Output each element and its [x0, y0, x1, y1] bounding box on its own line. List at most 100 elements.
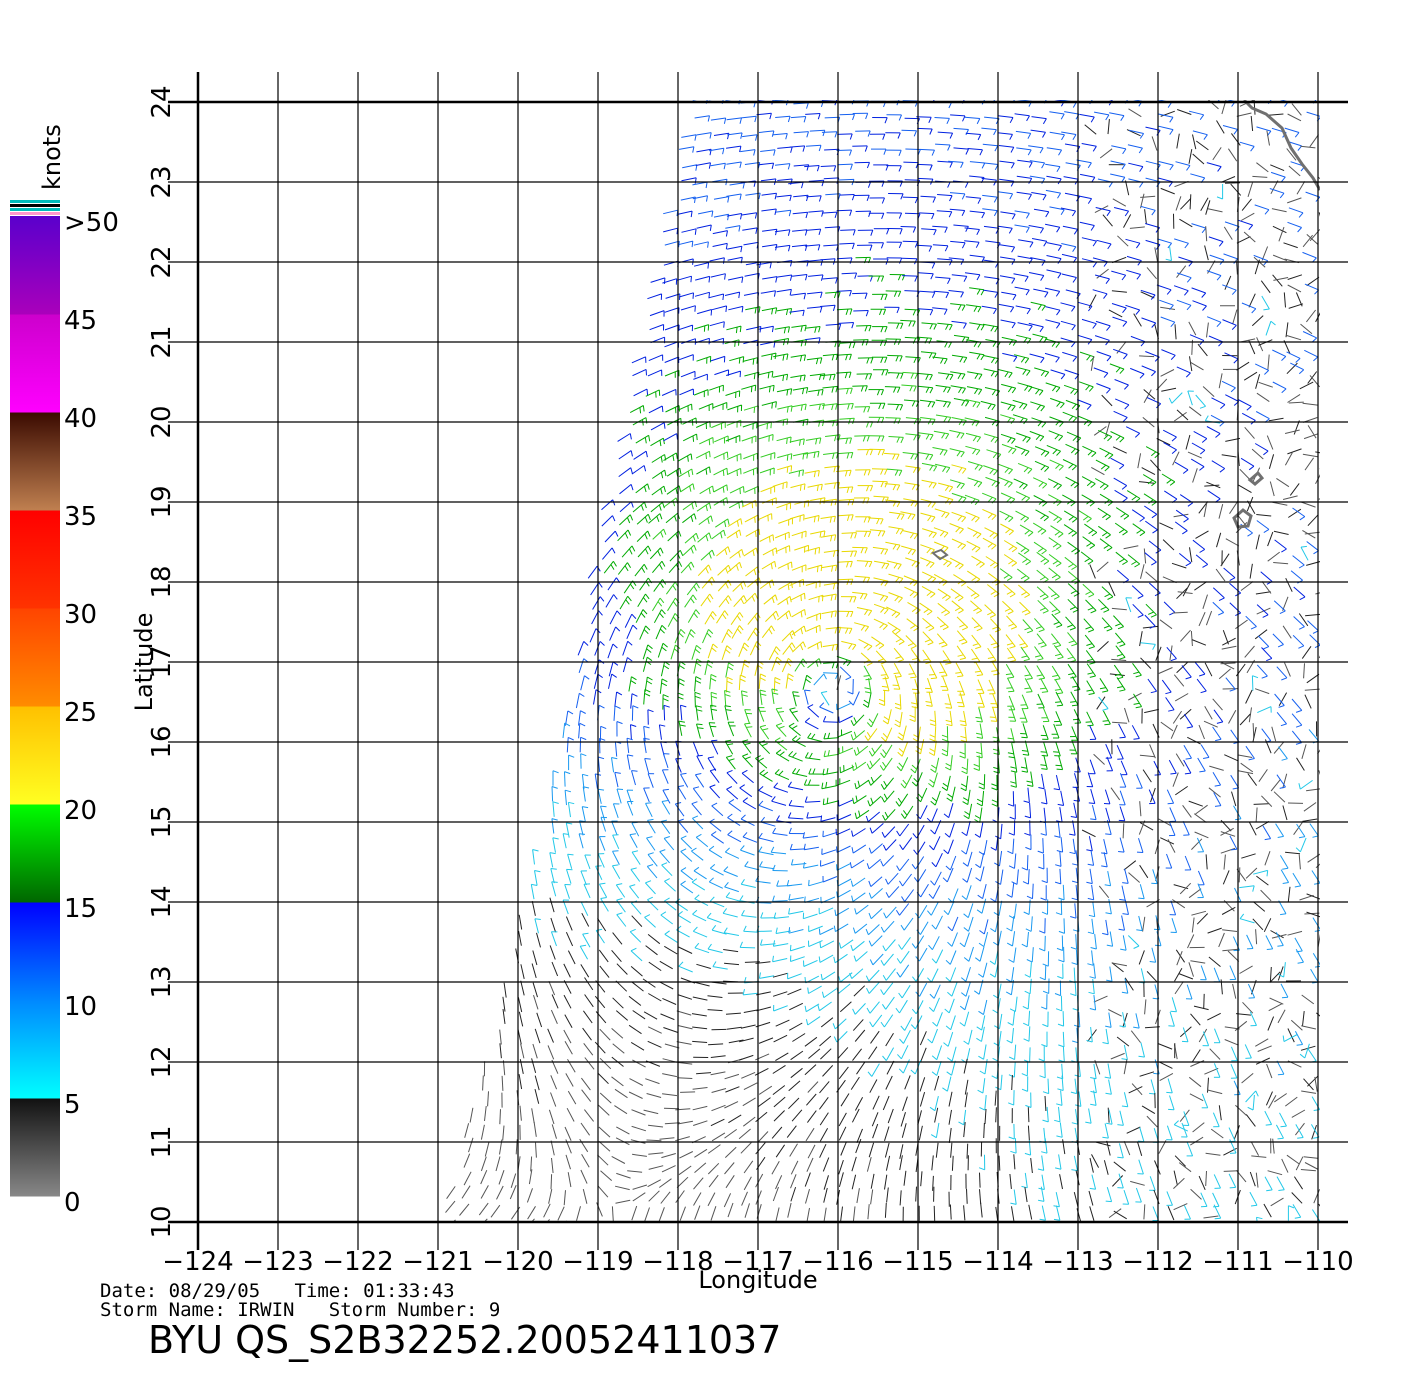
wind-barb-flag — [1025, 560, 1031, 566]
wind-barb — [1288, 303, 1304, 309]
wind-barb — [1033, 541, 1047, 551]
wind-barb-flag — [994, 145, 999, 152]
wind-barb — [760, 485, 775, 493]
wind-barb — [1181, 665, 1192, 678]
wind-barb — [1188, 800, 1203, 807]
wind-barb-flag — [752, 358, 755, 365]
wind-barb-flag — [882, 733, 888, 739]
wind-barb-flag — [710, 677, 717, 682]
wind-barb-flag — [1074, 689, 1081, 691]
wind-barb-flag — [803, 625, 807, 632]
wind-barb-flag — [1008, 469, 1013, 475]
wind-barb — [1143, 493, 1157, 503]
wind-barb — [965, 196, 981, 199]
wind-barb — [1318, 655, 1320, 659]
wind-barb-flag — [728, 798, 735, 804]
wind-barb-flag — [645, 625, 651, 631]
wind-barb-flag — [582, 773, 589, 777]
wind-barb-flag — [679, 550, 684, 557]
wind-barb — [776, 288, 792, 293]
wind-barb — [1119, 806, 1126, 821]
wind-barb-flag — [844, 627, 849, 634]
wind-barb-flag — [823, 750, 826, 757]
wind-barb — [637, 593, 646, 608]
wind-barb — [726, 419, 741, 426]
wind-barb-flag — [914, 197, 919, 204]
wind-barb — [742, 755, 753, 768]
wind-barb-flag — [1087, 198, 1093, 204]
wind-barb — [1167, 839, 1176, 853]
wind-barb — [601, 499, 614, 511]
wind-barb-flag — [1012, 340, 1017, 346]
wind-barb — [1028, 385, 1044, 392]
wind-barb-flag — [959, 755, 966, 759]
wind-barb-flag — [1011, 213, 1016, 220]
wind-barb-flag — [1054, 688, 1061, 691]
wind-barb — [1006, 615, 1018, 628]
wind-barb-flag — [1037, 304, 1042, 310]
wind-barb — [1204, 484, 1220, 487]
wind-barb-flag — [725, 567, 729, 574]
wind-barb-flag — [972, 643, 979, 646]
wind-barb-flag — [1020, 547, 1026, 553]
wind-barb-flag — [1122, 497, 1128, 503]
wind-barb-flag — [629, 833, 636, 836]
wind-barb — [981, 305, 997, 310]
wind-barb-flag — [662, 642, 668, 648]
wind-barb-flag — [790, 453, 793, 460]
wind-barb — [1133, 313, 1142, 327]
wind-barb — [824, 116, 840, 119]
wind-barb-flag — [911, 657, 919, 661]
wind-barb-flag — [1166, 289, 1172, 295]
wind-barb-flag — [643, 597, 648, 603]
wind-barb-flag — [775, 229, 778, 236]
wind-barb-flag — [800, 661, 805, 668]
wind-barb — [1112, 316, 1127, 323]
wind-barb-flag — [690, 211, 693, 218]
wind-barb — [920, 557, 935, 564]
wind-barb-flag — [1043, 240, 1048, 247]
wind-barb — [1037, 693, 1045, 708]
wind-barb-flag — [831, 565, 834, 572]
wind-barb-flag — [822, 419, 825, 427]
wind-barb — [1230, 133, 1241, 146]
wind-barb — [919, 602, 933, 612]
wind-barb-flag — [710, 691, 717, 695]
wind-barb-flag — [644, 692, 651, 697]
wind-barb-flag — [1035, 626, 1042, 630]
wind-barb-flag — [775, 307, 778, 314]
wind-barb-flag — [1115, 367, 1121, 373]
wind-barb-flag — [924, 639, 931, 643]
wind-barb-flag — [1011, 881, 1018, 885]
wind-barb-flag — [854, 762, 858, 769]
wind-barb — [1187, 451, 1202, 459]
wind-barb-flag — [740, 213, 743, 220]
wind-barb — [742, 421, 758, 428]
wind-barb — [1059, 868, 1062, 884]
wind-barb-flag — [690, 453, 693, 460]
wind-barb-flag — [1233, 129, 1238, 135]
wind-barb-flag — [1252, 675, 1259, 679]
wind-barb — [774, 326, 790, 330]
wind-barb-flag — [775, 276, 778, 283]
wind-barb — [1012, 414, 1028, 420]
wind-barb-flag — [786, 661, 792, 667]
wind-barb-flag — [1200, 690, 1207, 694]
wind-barb — [963, 710, 967, 726]
wind-barb-flag — [1020, 515, 1026, 521]
wind-barb — [760, 290, 776, 294]
wind-barb — [693, 241, 709, 246]
wind-barb-flag — [1040, 897, 1047, 901]
wind-barb-flag — [773, 341, 776, 348]
wind-barb — [978, 707, 983, 723]
wind-barb — [758, 100, 766, 101]
wind-barb-flag — [766, 423, 768, 430]
wind-barb — [709, 321, 725, 327]
wind-barb-flag — [740, 583, 744, 590]
wind-barb-flag — [1099, 483, 1106, 489]
wind-barb-flag — [1281, 758, 1288, 761]
wind-barb-flag — [693, 612, 698, 619]
wind-barb-flag — [1114, 673, 1121, 677]
wind-barb — [934, 508, 950, 514]
wind-barb-flag — [989, 468, 995, 475]
